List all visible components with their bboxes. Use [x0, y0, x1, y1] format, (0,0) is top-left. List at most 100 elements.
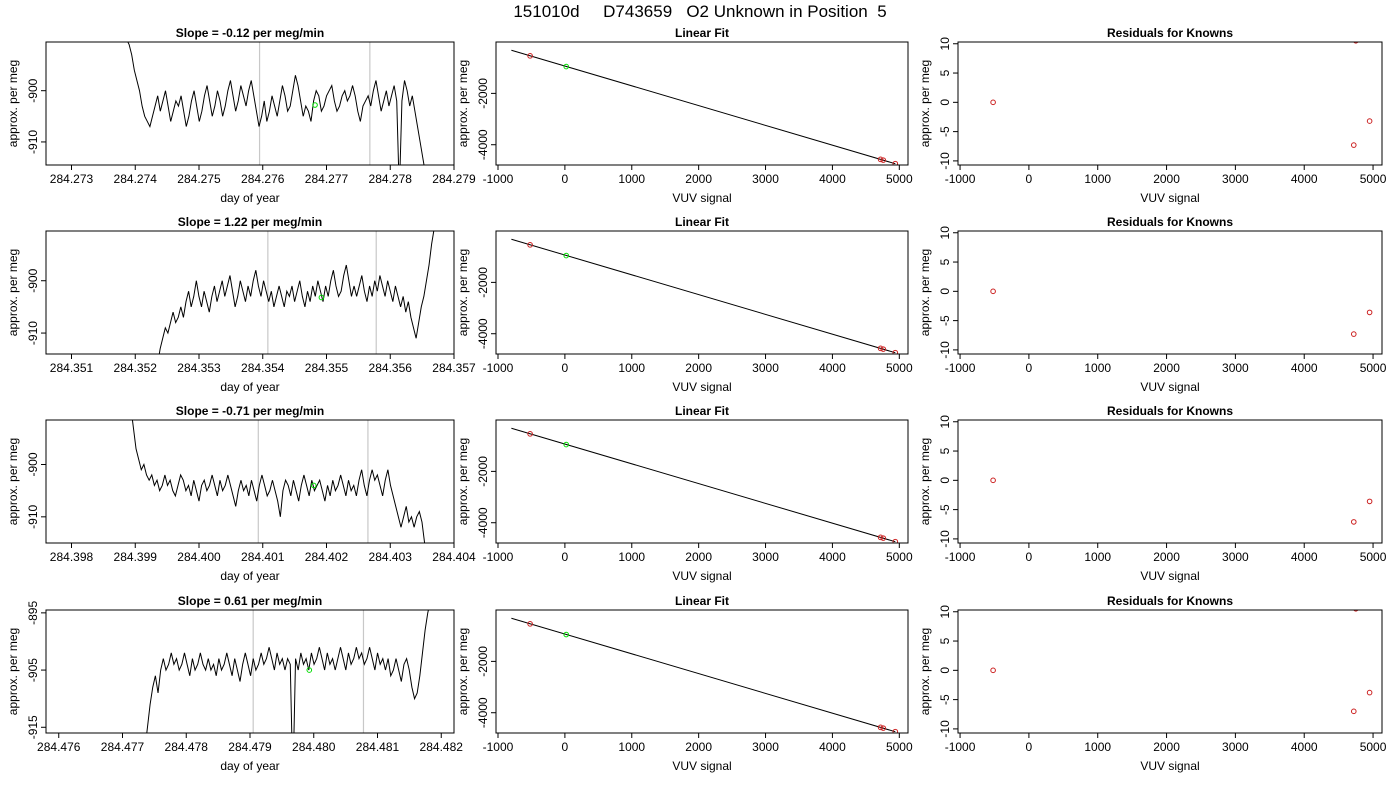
known-point: [880, 725, 887, 731]
plot-frame: [45, 609, 455, 734]
x-tick-label: -1000: [483, 550, 514, 564]
panel-r4c1: Slope = 0.61 per meg/min 284.476 284.477 28…: [6, 594, 464, 773]
known-point: [892, 538, 899, 543]
residual-point: [990, 667, 996, 674]
x-tick-label: 0: [1026, 172, 1033, 186]
x-tick-label: -1000: [483, 172, 514, 186]
x-tick-label: 284.476: [37, 740, 81, 754]
fit-line: [511, 617, 896, 733]
plot-area: [158, 231, 435, 354]
x-tick-label: 284.480: [292, 740, 336, 754]
x-tick-label: 284.479: [228, 740, 272, 754]
plot-frame: [495, 41, 909, 166]
y-axis-label: approx. per meg: [6, 438, 20, 525]
x-tick-label: 284.401: [241, 550, 285, 564]
x-axis-label: VUV signal: [1140, 191, 1199, 205]
y-tick-label: -915: [26, 715, 40, 739]
plot-frame: [495, 419, 909, 544]
x-tick-label: 1000: [1084, 172, 1111, 186]
plot-frame: [45, 230, 455, 355]
x-tick-label: 284.356: [369, 361, 413, 375]
panel-title: Residuals for Knowns: [1107, 594, 1233, 608]
x-tick-label: 284.482: [420, 740, 464, 754]
panel-title: Residuals for Knowns: [1107, 215, 1233, 229]
x-tick-label: 0: [1026, 550, 1033, 564]
known-point: [892, 349, 899, 354]
unknown-marker: [306, 667, 313, 673]
residual-point: [1350, 708, 1357, 715]
y-tick-label: -895: [26, 601, 40, 625]
y-tick-label: -900: [26, 452, 40, 476]
y-tick-label: -4000: [476, 507, 490, 538]
y-tick-label: 5: [938, 447, 952, 454]
residual-point: [1353, 610, 1359, 612]
unknown-marker: [310, 482, 317, 489]
x-tick-label: 284.404: [432, 550, 476, 564]
y-tick-label: -900: [26, 268, 40, 292]
y-axis-label: approx. per meg: [918, 628, 932, 715]
y-tick-label: -5: [938, 694, 952, 705]
x-tick-label: 4000: [1291, 550, 1318, 564]
plot-frame: [957, 419, 1383, 544]
x-tick-label: -1000: [483, 361, 514, 375]
panel-r3c2: Linear Fit -1000 0 1000 2000 3000 4000 5000 -200…: [456, 404, 913, 583]
x-tick-label: -1000: [945, 361, 976, 375]
figure-title: 151010d D743659 O2 Unknown in Position 5: [513, 2, 887, 21]
x-tick-label: 3000: [752, 172, 779, 186]
panel-r2c2: Linear Fit -1000 0 1000 2000 3000 4000 5000 -200…: [456, 215, 913, 394]
known-point: [892, 160, 899, 165]
x-tick-label: 5000: [886, 361, 913, 375]
x-tick-label: 1000: [618, 550, 645, 564]
plot-frame: [957, 230, 1383, 355]
x-axis-label: VUV signal: [672, 191, 731, 205]
unknown-point: [563, 631, 570, 638]
panel-title: Residuals for Knowns: [1107, 404, 1233, 418]
y-tick-label: -10: [938, 530, 952, 548]
residual-point: [990, 477, 996, 484]
y-tick-label: -10: [938, 720, 952, 738]
x-tick-label: 284.277: [305, 172, 349, 186]
panel-title: Slope = -0.12 per meg/min: [176, 26, 324, 40]
signal-trace: [131, 420, 426, 543]
x-tick-label: 1000: [618, 172, 645, 186]
plot-area: [990, 42, 1373, 148]
plot-area: [131, 420, 426, 543]
y-tick-label: -4000: [476, 318, 490, 349]
x-tick-label: 4000: [819, 740, 846, 754]
panel-r2c3: Residuals for Knowns -1000 0 1000 2000 3000 40…: [918, 215, 1387, 394]
x-tick-label: 284.275: [177, 172, 221, 186]
y-tick-label: 5: [938, 69, 952, 76]
x-axis-label: VUV signal: [1140, 380, 1199, 394]
y-tick-label: -5: [938, 504, 952, 515]
signal-trace: [127, 42, 425, 165]
x-axis-label: day of year: [220, 569, 279, 583]
x-tick-label: 284.402: [305, 550, 349, 564]
x-tick-label: 0: [562, 740, 569, 754]
x-tick-label: 3000: [752, 550, 779, 564]
known-point: [877, 156, 884, 163]
known-point: [527, 621, 533, 627]
x-tick-label: 5000: [1360, 550, 1387, 564]
residual-point: [1350, 142, 1357, 148]
x-tick-label: 1000: [1084, 550, 1111, 564]
fit-line: [511, 49, 896, 165]
unknown-point: [563, 63, 570, 70]
plot-area: [511, 49, 899, 165]
y-tick-label: 5: [938, 637, 952, 644]
x-tick-label: 284.276: [241, 172, 285, 186]
x-tick-label: 3000: [1222, 740, 1249, 754]
plot-frame: [957, 41, 1383, 166]
panel-r3c1: Slope = -0.71 per meg/min 284.398 284.399 2…: [6, 404, 476, 583]
x-tick-label: 3000: [1222, 172, 1249, 186]
plot-area: [990, 610, 1373, 715]
y-axis-label: approx. per meg: [918, 438, 932, 525]
y-tick-label: -905: [26, 658, 40, 682]
x-tick-label: 4000: [819, 361, 846, 375]
y-axis-label: approx. per meg: [6, 249, 20, 336]
x-tick-label: 4000: [1291, 361, 1318, 375]
x-axis-label: VUV signal: [672, 380, 731, 394]
x-tick-label: 284.398: [50, 550, 94, 564]
x-tick-label: -1000: [945, 740, 976, 754]
fit-line: [511, 238, 896, 354]
unknown-point: [563, 252, 570, 259]
